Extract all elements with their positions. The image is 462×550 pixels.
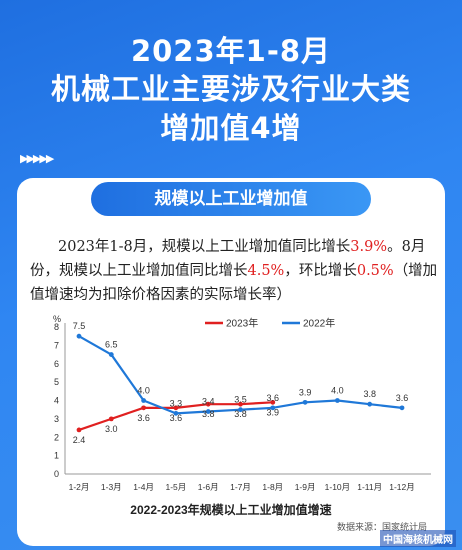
site-watermark: 中国海核机械网: [380, 530, 456, 547]
headline-line-2: 机械工业主要涉及行业大类: [50, 72, 411, 107]
headline: 2023年1-8月 机械工业主要涉及行业大类 增加值4增: [0, 32, 462, 147]
summary-text: 2023年1-8月，规模以上工业增加值同比增长3.9%。8月份，规模以上工业增加…: [30, 235, 440, 307]
data-label: 3.8: [202, 409, 215, 419]
x-tick-label: 1-5月: [166, 482, 187, 492]
x-tick-label: 1-4月: [133, 482, 154, 492]
value-aug-growth: 4.5%: [247, 263, 285, 279]
data-point: [238, 407, 243, 413]
data-point: [205, 409, 211, 414]
summary-part-3: ，环比增长: [284, 263, 357, 279]
growth-line-chart: % 0 1 2 3 4 5 6 7 8 1-2月 1-3月 1-4月 1-5月 1-6月 1-7月 1-8月 1…: [53, 314, 431, 517]
y-tick-label: 6: [54, 359, 59, 369]
x-tick-label: 1-2月: [69, 482, 90, 492]
data-label: 4.0: [137, 386, 150, 396]
x-tick-label: 1-12月: [389, 482, 415, 492]
x-tick-label: 1-3月: [101, 482, 122, 492]
y-tick-label: 0: [54, 469, 59, 479]
data-point: [335, 398, 340, 403]
panel-title: 规模以上工业增加值: [91, 182, 371, 216]
data-point: [270, 405, 276, 411]
y-tick-label: 4: [54, 396, 59, 406]
data-point: [108, 352, 114, 357]
x-tick-label: 1-6月: [198, 482, 219, 492]
data-label: 7.5: [73, 321, 86, 331]
data-point: [141, 398, 146, 403]
data-label: 3.8: [363, 389, 376, 399]
legend-label: 2023年: [226, 317, 258, 330]
y-tick-label: 2: [54, 432, 59, 442]
legend-label: 2022年: [303, 317, 335, 330]
value-ytd-growth: 3.9%: [350, 239, 388, 255]
x-tick-label: 1-11月: [357, 482, 382, 492]
data-label: 3.5: [234, 395, 247, 405]
value-mom-growth: 0.5%: [356, 263, 394, 279]
x-tick-label: 1-10月: [325, 482, 351, 492]
data-label: 3.9: [267, 407, 280, 417]
data-label: 3.8: [234, 409, 247, 419]
arrows-icon: ▶▶▶▶▶: [20, 152, 54, 165]
data-point: [205, 401, 211, 407]
data-point: [141, 405, 146, 411]
data-label: 2.4: [73, 435, 86, 445]
y-tick-label: 8: [54, 322, 59, 332]
data-point: [173, 405, 179, 411]
y-tick-label: 3: [54, 414, 59, 424]
summary-part-1: 2023年1-8月，规模以上工业增加值同比增长: [58, 239, 351, 255]
data-point: [238, 401, 243, 407]
data-label: 3.6: [170, 413, 183, 423]
data-point: [76, 427, 82, 433]
data-point: [76, 333, 82, 339]
headline-line-1: 2023年1-8月: [130, 34, 332, 68]
y-tick-label: 7: [54, 340, 59, 350]
data-point: [399, 405, 405, 411]
y-axis-unit: %: [53, 314, 61, 324]
x-tick-label: 1-8月: [262, 482, 283, 492]
x-tick-label: 1-7月: [230, 482, 251, 492]
data-label: 3.4: [202, 397, 215, 407]
data-label: 3.3: [170, 398, 183, 408]
data-label: 3.6: [267, 393, 280, 403]
chart-title: 2022-2023年规模以上工业增加值增速: [130, 502, 331, 517]
data-point: [302, 399, 308, 405]
headline-line-3: 增加值4增: [160, 110, 302, 145]
data-label: 4.0: [331, 386, 344, 396]
data-source: 数据来源：国家统计局: [336, 523, 427, 533]
data-label: 3.0: [105, 424, 118, 434]
content-panel: 规模以上工业增加值 2023年1-8月，规模以上工业增加值同比增长3.9%。8月…: [17, 178, 445, 546]
data-label: 3.6: [137, 413, 150, 423]
summary-part-4: （增加值增速均为扣除价格因素的实际增长率）: [30, 263, 438, 303]
y-tick-label: 5: [54, 377, 59, 387]
summary-part-2: 。8月份，规模以上工业增加值同比增长: [30, 239, 426, 279]
data-label: 6.5: [105, 340, 118, 350]
x-tick-label: 1-9月: [295, 482, 316, 492]
data-label: 3.6: [396, 393, 409, 403]
data-point: [108, 416, 114, 422]
data-point: [173, 410, 179, 416]
data-label: 3.9: [299, 387, 312, 397]
data-point: [367, 401, 373, 407]
data-point: [270, 399, 276, 405]
y-tick-label: 1: [54, 451, 59, 461]
